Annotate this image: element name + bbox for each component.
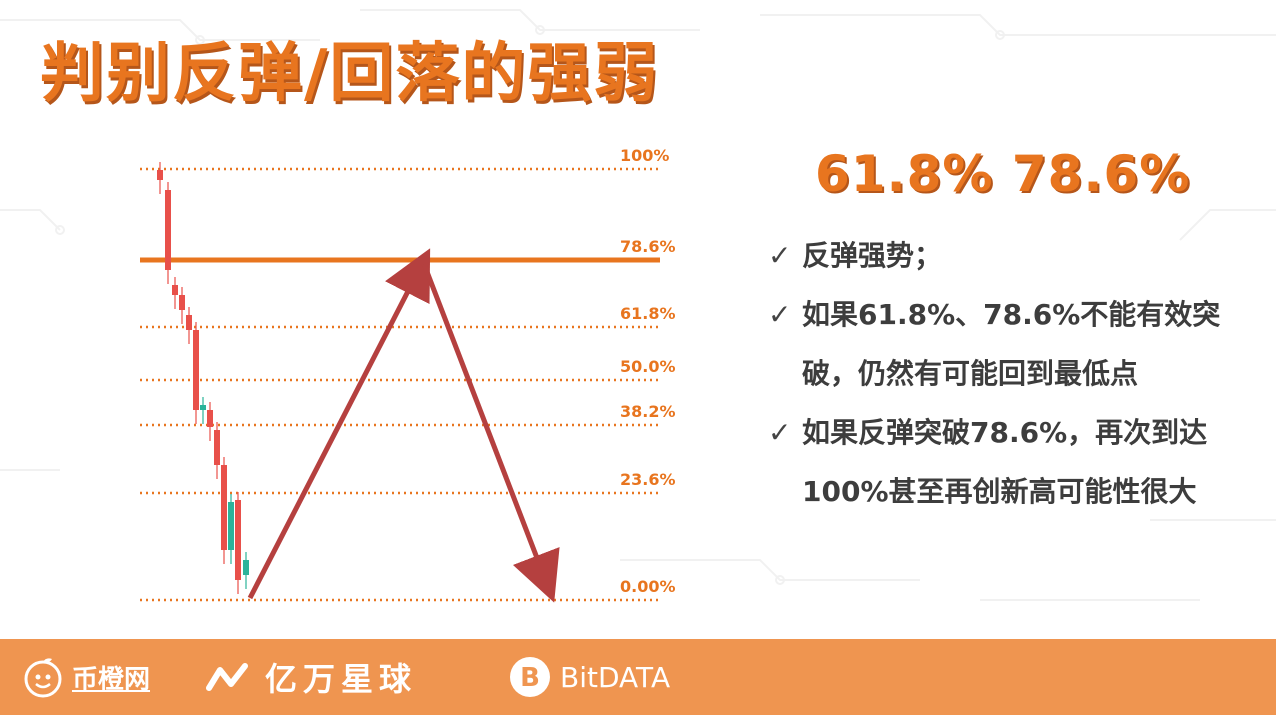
check-icon: ✓ xyxy=(768,239,792,272)
fib-level-label: 0.00% xyxy=(620,577,676,596)
logo-text: 币橙网 xyxy=(72,664,151,695)
candle-body xyxy=(207,410,213,427)
candle-body xyxy=(228,502,234,550)
logo-bichengwang[interactable]: 币橙网 xyxy=(22,652,150,702)
fallback-arrow xyxy=(421,263,560,603)
note-text: 反弹强势； xyxy=(802,239,943,272)
key-levels-heading: 61.8% 78.6% xyxy=(815,145,1191,203)
check-icon: ✓ xyxy=(768,416,792,449)
rebound-arrow xyxy=(247,248,431,600)
fib-level-label: 100% xyxy=(620,146,669,165)
svg-text:B: B xyxy=(520,663,540,693)
note-item: ✓ 如果61.8%、78.6%不能有效突破，仍然有可能回到最低点 xyxy=(768,285,1248,403)
zigzag-icon xyxy=(206,663,248,691)
logo-text: BitDATA xyxy=(560,660,671,694)
orange-icon xyxy=(24,658,62,698)
footer-bar: 币橙网 亿万星球 B BitDATA xyxy=(0,639,1276,715)
page-title: 判别反弹/回落的强弱 xyxy=(40,37,660,111)
candle-body xyxy=(157,170,163,180)
note-text: 如果反弹突破78.6%，再次到达100%甚至再创新高可能性很大 xyxy=(802,416,1208,508)
notes-list: ✓ 反弹强势； ✓ 如果61.8%、78.6%不能有效突破，仍然有可能回到最低点… xyxy=(768,226,1248,521)
note-text: 如果61.8%、78.6%不能有效突破，仍然有可能回到最低点 xyxy=(802,298,1221,390)
bitcoin-icon: B xyxy=(510,657,550,697)
candle-body xyxy=(214,430,220,465)
logo-bitdata[interactable]: B BitDATA xyxy=(508,652,670,702)
note-item: ✓ 反弹强势； xyxy=(768,226,1248,285)
candle-body xyxy=(235,500,241,580)
note-item: ✓ 如果反弹突破78.6%，再次到达100%甚至再创新高可能性很大 xyxy=(768,403,1248,521)
candle-body xyxy=(179,295,185,310)
logo-yiwanxingqiu[interactable]: 亿万星球 xyxy=(205,652,417,702)
fib-level-label: 38.2% xyxy=(620,402,676,421)
check-icon: ✓ xyxy=(768,298,792,331)
candle-body xyxy=(172,285,178,295)
candle-body xyxy=(186,315,192,330)
circuit-background xyxy=(0,9,1276,601)
fibonacci-chart: 100% 78.6% 61.8% 50.0% 38.2% 23.6% 0.00% xyxy=(140,146,676,603)
logo-text: 亿万星球 xyxy=(265,660,418,698)
fib-level-label: 78.6% xyxy=(620,237,676,256)
candle-body xyxy=(200,405,206,410)
fib-level-label: 61.8% xyxy=(620,304,676,323)
candlesticks xyxy=(157,162,249,594)
fib-level-label: 23.6% xyxy=(620,470,676,489)
fib-level-label: 50.0% xyxy=(620,357,676,376)
candle-body xyxy=(221,465,227,550)
candle-body xyxy=(193,330,199,410)
candle-body xyxy=(243,560,249,575)
candle-body xyxy=(165,190,171,270)
